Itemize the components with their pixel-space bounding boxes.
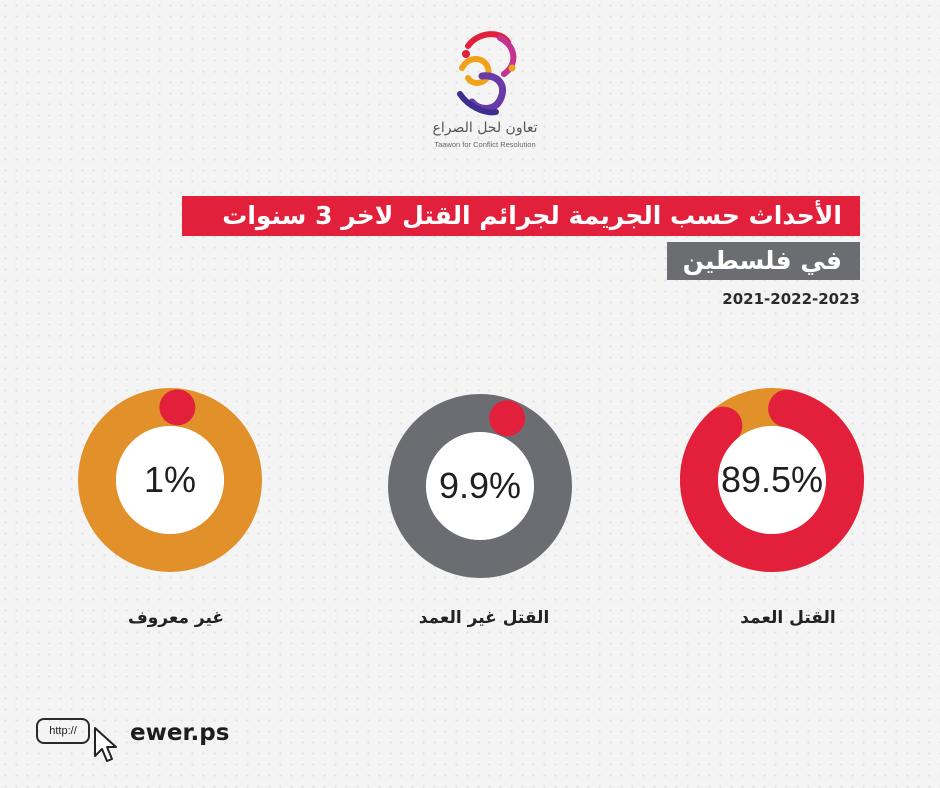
donut-value-label-unintentional: 9.9% xyxy=(439,465,521,506)
category-label-intentional: القتل العمد xyxy=(740,608,836,628)
logo: تعاون لحل الصراع Taawon for Conflict Res… xyxy=(420,28,560,156)
url-prefix: http:// xyxy=(49,725,77,737)
category-label-unknown: غير معروف xyxy=(127,608,225,628)
url-box: http:// xyxy=(36,718,90,744)
cursor-icon xyxy=(94,727,117,762)
donut-value-label-intentional: 89.5% xyxy=(721,459,823,500)
chart-title-line2: في فلسطين xyxy=(667,242,860,280)
donut-charts: 89.5% 9.9% 1% xyxy=(78,388,864,578)
donut-center-unintentional xyxy=(426,432,534,540)
donut-track-unintentional xyxy=(388,394,572,578)
donut-center-unknown xyxy=(116,426,224,534)
logo-english-text: Taawon for Conflict Resolution xyxy=(434,140,536,149)
taawon-logo-icon xyxy=(457,31,517,116)
category-label-unintentional: القتل غير العمد xyxy=(418,608,550,628)
years-subtitle: 2021-2022-2023 xyxy=(722,290,860,308)
chart-title-line1: الأحداث حسب الجريمة لجرائم القتل لاخر 3 … xyxy=(182,196,860,236)
donut-value-label-unknown: 1% xyxy=(144,459,196,500)
logo-arabic-text: تعاون لحل الصراع xyxy=(432,120,538,136)
website-link[interactable]: ewer.ps xyxy=(130,720,230,746)
donut-value-arc-intentional xyxy=(680,389,864,572)
donut-center-intentional xyxy=(718,426,826,534)
donut-value-marker-unknown xyxy=(159,389,196,426)
donut-value-marker-unintentional xyxy=(489,400,526,437)
